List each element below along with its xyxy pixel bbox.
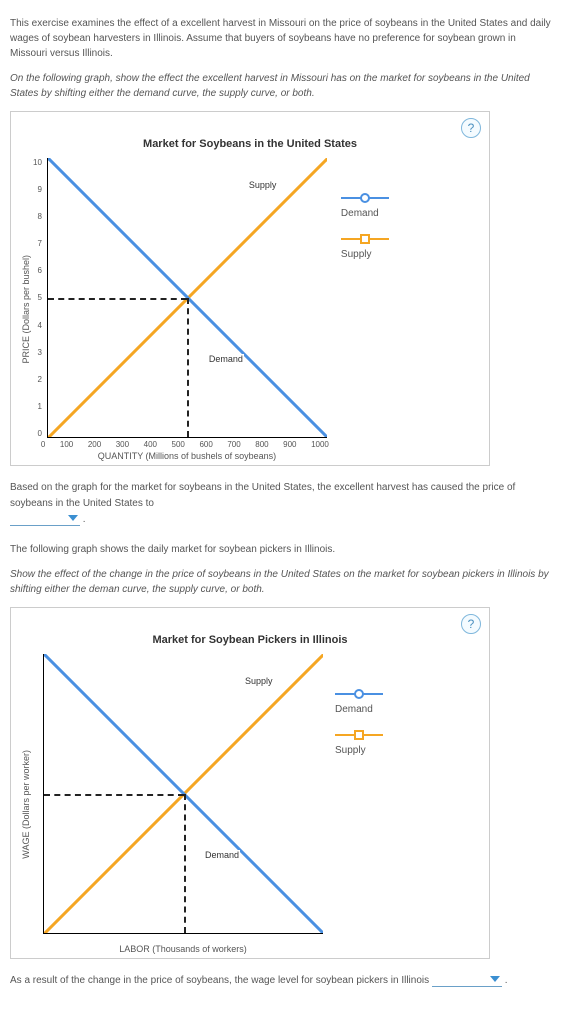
answer-1-dropdown[interactable] bbox=[10, 512, 80, 526]
equilibrium-v-dash bbox=[187, 298, 189, 438]
legend-supply-label: Supply bbox=[341, 249, 372, 260]
help-icon[interactable]: ? bbox=[461, 614, 481, 634]
demand-label: Demand bbox=[204, 850, 240, 860]
chart-2-ylabel: WAGE (Dollars per worker) bbox=[19, 750, 33, 859]
chart-1-ylabel: PRICE (Dollars per bushel) bbox=[19, 255, 33, 364]
demand-label: Demand bbox=[208, 354, 244, 364]
legend-demand-label: Demand bbox=[341, 208, 379, 219]
equilibrium-h-dash bbox=[44, 794, 184, 796]
chart-2-xlabel: LABOR (Thousands of workers) bbox=[119, 944, 247, 954]
chart-1-title: Market for Soybeans in the United States bbox=[19, 138, 481, 150]
chart-2-plot[interactable]: Supply Demand bbox=[43, 654, 323, 934]
chart-1-xticks: 01002003004005006007008009001000 bbox=[41, 440, 329, 449]
help-icon[interactable]: ? bbox=[461, 118, 481, 138]
legend-demand[interactable]: Demand bbox=[335, 688, 383, 715]
chart-1-plot[interactable]: Supply Demand bbox=[47, 158, 327, 438]
chart-1-yticks: 109876543210 bbox=[33, 158, 45, 438]
legend-supply[interactable]: Supply bbox=[341, 233, 389, 260]
graph-1-frame: ? Market for Soybeans in the United Stat… bbox=[10, 111, 490, 466]
instruction-2: Show the effect of the change in the pri… bbox=[10, 567, 552, 597]
question-1-row: Based on the graph for the market for so… bbox=[10, 480, 552, 528]
graph-2-frame: ? Market for Soybean Pickers in Illinois… bbox=[10, 607, 490, 959]
legend-supply[interactable]: Supply bbox=[335, 729, 383, 756]
supply-label: Supply bbox=[244, 676, 274, 686]
legend-demand[interactable]: Demand bbox=[341, 192, 389, 219]
instruction-1: On the following graph, show the effect … bbox=[10, 71, 552, 101]
answer-2-dropdown[interactable] bbox=[432, 973, 502, 987]
chart-1-xlabel: QUANTITY (Millions of bushels of soybean… bbox=[98, 451, 276, 461]
question-2-row: As a result of the change in the price o… bbox=[10, 973, 552, 989]
chart-2-title: Market for Soybean Pickers in Illinois bbox=[19, 634, 481, 646]
intro-text: This exercise examines the effect of a e… bbox=[10, 16, 552, 61]
chart-1-legend: Demand Supply bbox=[341, 188, 389, 274]
chart-2-legend: Demand Supply bbox=[335, 684, 383, 770]
equilibrium-v-dash bbox=[184, 794, 186, 934]
legend-demand-label: Demand bbox=[335, 704, 373, 715]
bridge-text: The following graph shows the daily mark… bbox=[10, 542, 552, 557]
equilibrium-h-dash bbox=[48, 298, 188, 300]
supply-label: Supply bbox=[248, 180, 278, 190]
legend-supply-label: Supply bbox=[335, 745, 366, 756]
